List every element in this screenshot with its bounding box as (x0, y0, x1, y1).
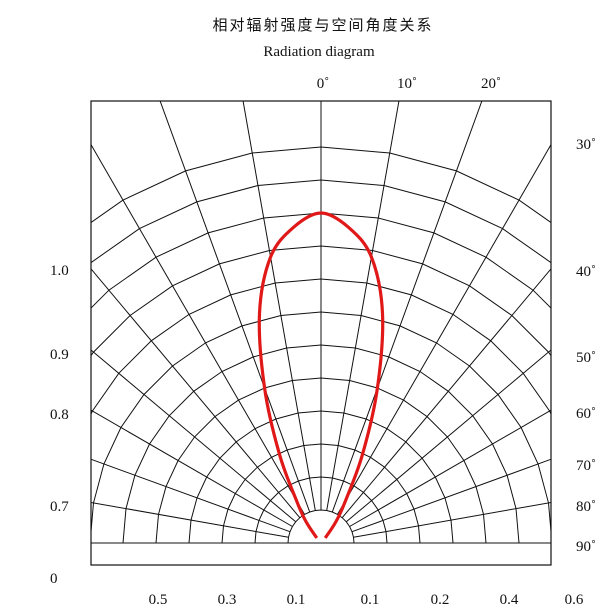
right-angle-label-80: 80˚ (576, 499, 596, 515)
grid-ring-9 (91, 245, 551, 357)
grid-spoke--60 (91, 409, 293, 527)
grid-spoke-60 (349, 409, 551, 527)
chart-subtitle: Radiation diagram (263, 44, 375, 60)
grid-spoke--10 (242, 101, 316, 511)
radiation-curve-layer (257, 211, 385, 539)
grid-spoke-70 (351, 458, 551, 533)
grid-spoke--30 (91, 143, 305, 515)
bottom-label-0-4: 0.4 (500, 592, 519, 608)
top-angle-label-10: 10˚ (397, 76, 417, 92)
top-angle-labels: 0˚ 10˚ 20˚ (317, 76, 501, 92)
right-angle-label-30: 30˚ (576, 137, 596, 153)
left-label-0-9: 0.9 (50, 347, 69, 363)
plot-frame (90, 100, 552, 566)
bottom-label-0-6: 0.6 (565, 592, 584, 608)
bottom-label-0-2: 0.2 (431, 592, 450, 608)
right-angle-label-50: 50˚ (576, 350, 596, 366)
left-intensity-labels: 1.0 0.9 0.8 0.7 0 (50, 263, 69, 587)
grid-spoke--40 (91, 268, 301, 519)
left-label-1-0: 1.0 (50, 263, 69, 279)
right-angle-label-40: 40˚ (576, 264, 596, 280)
left-label-0-8: 0.8 (50, 407, 69, 423)
bottom-intensity-labels: 0.5 0.3 0.1 0.1 0.2 0.4 0.6 (149, 592, 584, 608)
chart-title: 相对辐射强度与空间角度关系 (212, 16, 433, 34)
grid-spoke-10 (326, 101, 400, 511)
left-label-0: 0 (50, 571, 58, 587)
bottom-label-0-1-left: 0.1 (287, 592, 306, 608)
grid-spoke--70 (91, 458, 291, 533)
top-angle-label-20: 20˚ (481, 76, 501, 92)
grid-spoke--50 (91, 349, 297, 523)
right-angle-labels: 30˚ 40˚ 50˚ 60˚ 70˚ 80˚ 90˚ (576, 137, 596, 555)
right-angle-label-90: 90˚ (576, 539, 596, 555)
left-label-0-7: 0.7 (50, 499, 69, 515)
bottom-label-0-3: 0.3 (218, 592, 237, 608)
grid-spoke-30 (337, 143, 551, 515)
top-angle-label-0: 0˚ (317, 76, 330, 92)
bottom-label-0-1-right: 0.1 (361, 592, 380, 608)
grid-spoke--20 (159, 101, 311, 513)
grid-spoke-20 (331, 101, 483, 513)
grid-spoke-50 (345, 349, 551, 523)
right-angle-label-70: 70˚ (576, 458, 596, 474)
grid-spoke-80 (353, 501, 551, 538)
grid-spoke-40 (341, 268, 551, 519)
grid-spoke--80 (91, 501, 289, 538)
bottom-label-0-5: 0.5 (149, 592, 168, 608)
right-angle-label-60: 60˚ (576, 406, 596, 422)
radiation-curve-0 (257, 211, 385, 539)
